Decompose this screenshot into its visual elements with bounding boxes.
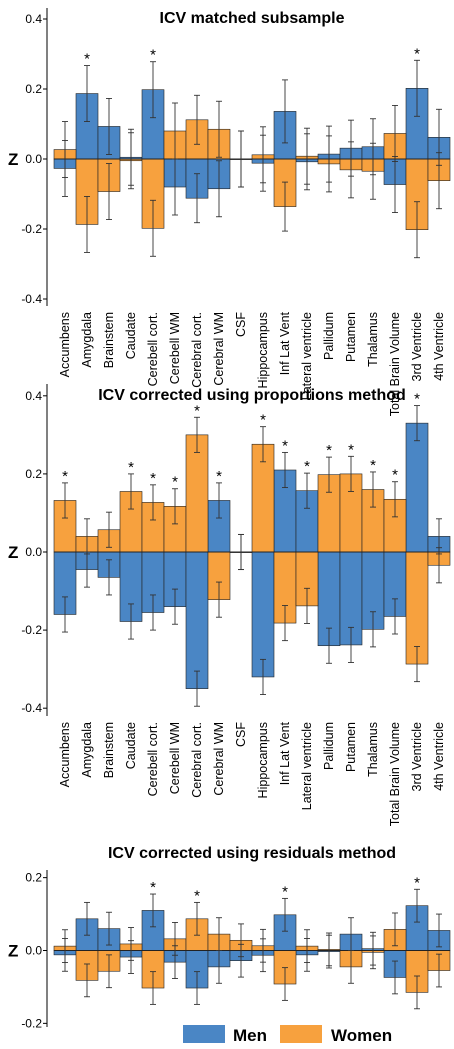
significance-star-cerebral-cort: *	[194, 402, 200, 419]
x-tick-label-putamen: Putamen	[344, 722, 358, 772]
significance-star-amygdala: *	[84, 51, 90, 68]
y-tick-label: -0.2	[21, 1016, 42, 1030]
legend-label-women: Women	[331, 1026, 392, 1045]
significance-star-cerebell-wm: *	[172, 474, 178, 491]
x-tick-label-3rd-ventricle: 3rd Ventricle	[410, 722, 424, 792]
legend-swatch-men	[183, 1025, 225, 1043]
y-axis-label: Z	[8, 543, 18, 562]
x-tick-label-pallidum: Pallidum	[322, 312, 336, 360]
x-tick-label-total-brain-volume: Total Brain Volume	[388, 312, 402, 416]
x-tick-label-total-brain-volume: Total Brain Volume	[388, 722, 402, 826]
y-tick-label: 0.4	[25, 12, 42, 26]
x-tick-label-inf-lat-vent: Inf Lat Vent	[278, 721, 292, 785]
y-tick-label: 0.0	[25, 152, 42, 166]
x-tick-label-brainstem: Brainstem	[102, 722, 116, 778]
significance-star-inf-lat-vent: *	[282, 437, 288, 454]
x-tick-label-cerebell-cort: Cerebell cort.	[146, 722, 160, 796]
significance-star-cerebell-cort: *	[150, 879, 156, 896]
y-tick-label: 0.2	[25, 467, 42, 481]
significance-star-cerebell-cort: *	[150, 47, 156, 64]
y-tick-label: -0.2	[21, 222, 42, 236]
significance-star-cerebell-cort: *	[150, 470, 156, 487]
x-tick-label-4th-ventricle: 4th Ventricle	[432, 312, 446, 381]
x-tick-label-caudate: Caudate	[124, 312, 138, 359]
y-tick-label: 0.0	[25, 545, 42, 559]
y-tick-label: -0.2	[21, 623, 42, 637]
panel-residuals-method: ICV corrected using residuals method -0.2…	[8, 845, 451, 1030]
x-tick-label-amygdala: Amygdala	[80, 722, 94, 778]
significance-star-cerebral-wm: *	[216, 468, 222, 485]
x-tick-label-cerebral-wm: Cerebral WM	[212, 722, 226, 796]
x-tick-label-cerebral-cort: Cerebral cort.	[190, 312, 204, 388]
x-tick-label-thalamus: Thalamus	[366, 312, 380, 367]
significance-star-caudate: *	[128, 459, 134, 476]
x-tick-label-cerebell-wm: Cerebell WM	[168, 312, 182, 384]
error-bars	[62, 405, 442, 707]
y-tick-label: 0.2	[25, 82, 42, 96]
legend-label-men: Men	[233, 1026, 267, 1045]
significance-star-3rd-ventricle: *	[414, 391, 420, 408]
x-tick-label-lateral-ventricle: Lateral ventricle	[300, 312, 314, 400]
panel-title: ICV matched subsample	[160, 10, 345, 27]
y-tick-label: 0.0	[25, 944, 42, 958]
x-tick-label-accumbens: Accumbens	[58, 312, 72, 377]
bar-men-3rd-ventricle	[405, 422, 429, 553]
significance-star-pallidum: *	[326, 442, 332, 459]
significance-star-3rd-ventricle: *	[414, 874, 420, 891]
panel-title: ICV corrected using residuals method	[108, 845, 396, 862]
x-tick-label-inf-lat-vent: Inf Lat Vent	[278, 311, 292, 375]
x-tick-label-putamen: Putamen	[344, 312, 358, 362]
bars	[53, 422, 451, 689]
significance-star-lateral-ventricle: *	[304, 458, 310, 475]
x-tick-label-cerebell-cort: Cerebell cort.	[146, 312, 160, 386]
legend-swatch-women	[280, 1025, 322, 1043]
significance-star-accumbens: *	[62, 468, 68, 485]
error-bars	[62, 59, 442, 259]
panel-proportions-method: ICV corrected using proportions method -0…	[8, 384, 451, 826]
significance-star-inf-lat-vent: *	[282, 883, 288, 900]
x-tick-label-pallidum: Pallidum	[322, 722, 336, 770]
x-tick-label-accumbens: Accumbens	[58, 722, 72, 787]
panel-icv-matched: ICV matched subsample -0.4 -0.2 0.0 0.2 0.4 Z *…	[8, 8, 451, 416]
y-tick-label: 0.2	[25, 871, 42, 885]
x-tick-label-thalamus: Thalamus	[366, 722, 380, 777]
x-tick-label-cerebell-wm: Cerebell WM	[168, 722, 182, 794]
significance-star-3rd-ventricle: *	[414, 45, 420, 62]
x-tick-label-cerebral-wm: Cerebral WM	[212, 312, 226, 386]
bar-men-cerebral-cort	[185, 551, 209, 689]
x-tick-label-hippocampus: Hippocampus	[256, 722, 270, 798]
significance-star-hippocampus: *	[260, 412, 266, 429]
y-axis-label: Z	[8, 150, 18, 169]
significance-star-putamen: *	[348, 441, 354, 458]
bar-men-hippocampus	[251, 551, 275, 678]
significance-star-thalamus: *	[370, 457, 376, 474]
x-tick-label-cerebral-cort: Cerebral cort.	[190, 722, 204, 798]
x-tick-label-4th-ventricle: 4th Ventricle	[432, 722, 446, 791]
x-tick-label-csf: CSF	[234, 722, 248, 747]
y-tick-label: -0.4	[21, 701, 42, 715]
x-tick-label-csf: CSF	[234, 312, 248, 337]
bars	[53, 905, 451, 993]
significance-star-cerebral-cort: *	[194, 887, 200, 904]
panel-title: ICV corrected using proportions method	[98, 387, 406, 404]
x-tick-label-amygdala: Amygdala	[80, 312, 94, 368]
y-tick-label: -0.4	[21, 292, 42, 306]
x-tick-label-hippocampus: Hippocampus	[256, 312, 270, 388]
x-tick-label-lateral-ventricle: Lateral ventricle	[300, 722, 314, 810]
legend: Men Women	[183, 1025, 392, 1045]
x-tick-label-3rd-ventricle: 3rd Ventricle	[410, 312, 424, 382]
y-tick-label: 0.4	[25, 389, 42, 403]
x-tick-label-brainstem: Brainstem	[102, 312, 116, 368]
y-axis-label: Z	[8, 942, 18, 961]
significance-star-total-brain-volume: *	[392, 467, 398, 484]
error-bars	[62, 888, 442, 1010]
x-tick-label-caudate: Caudate	[124, 722, 138, 769]
